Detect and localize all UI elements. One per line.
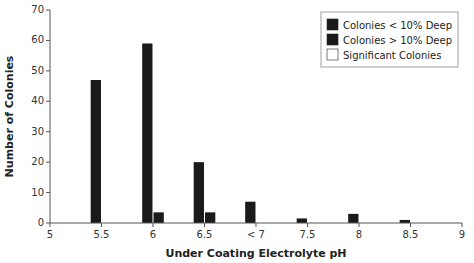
x-tick-label: 8.5: [403, 229, 419, 240]
y-tick: [46, 101, 50, 102]
y-tick-label: 70: [31, 4, 44, 15]
x-tick: [101, 223, 102, 227]
x-tick-label: 8: [356, 229, 362, 240]
x-tick-label: 5.5: [94, 229, 110, 240]
x-tick: [153, 223, 154, 227]
x-tick: [307, 223, 308, 227]
y-axis-line: [50, 10, 51, 223]
y-tick-label: 10: [31, 187, 44, 198]
x-tick: [462, 223, 463, 227]
x-tick: [204, 223, 205, 227]
x-tick: [410, 223, 411, 227]
legend: Colonies < 10% Deep Colonies > 10% Deep Si…: [321, 12, 458, 67]
y-tick-label: 20: [31, 156, 44, 167]
bars: [91, 43, 410, 223]
bar: [348, 214, 358, 223]
legend-swatch: [327, 19, 338, 30]
legend-label: Colonies < 10% Deep: [343, 20, 452, 31]
x-tick: [50, 223, 51, 227]
y-tick-label: 0: [38, 217, 44, 228]
x-tick: [359, 223, 360, 227]
y-tick: [46, 40, 50, 41]
x-tick-label: < 7: [247, 229, 265, 240]
bar: [297, 218, 307, 223]
y-tick: [46, 223, 50, 224]
bar: [142, 43, 152, 223]
y-tick: [46, 192, 50, 193]
legend-box: [321, 12, 458, 67]
y-axis-label: Number of Colonies: [3, 55, 16, 177]
y-tick: [46, 10, 50, 11]
x-tick: [256, 223, 257, 227]
chart: 0 10 20 30 40 50 60 70 5 5.5 6 6.5 < 7 7.5 8 8.5 9 Under …: [0, 0, 474, 263]
x-tick-label: 9: [459, 229, 465, 240]
y-tick-label: 50: [31, 65, 44, 76]
x-tick-label: 5: [47, 229, 53, 240]
legend-swatch: [327, 34, 338, 45]
y-tick-label: 60: [31, 34, 44, 45]
y-tick-label: 40: [31, 95, 44, 106]
legend-label: Colonies > 10% Deep: [343, 35, 452, 46]
bar: [154, 212, 164, 223]
bar: [245, 202, 255, 223]
y-axis: 0 10 20 30 40 50 60 70: [31, 4, 50, 228]
y-tick: [46, 131, 50, 132]
bar: [205, 212, 215, 223]
x-axis-line: [50, 223, 462, 224]
bar: [194, 162, 204, 223]
x-axis: 5 5.5 6 6.5 < 7 7.5 8 8.5 9: [47, 223, 465, 240]
x-tick-label: 6: [150, 229, 156, 240]
y-tick-label: 30: [31, 126, 44, 137]
y-tick: [46, 162, 50, 163]
x-tick-label: 6.5: [197, 229, 213, 240]
x-tick-label: 7.5: [300, 229, 316, 240]
x-axis-label: Under Coating Electrolyte pH: [165, 247, 346, 260]
bar: [91, 80, 101, 223]
y-tick: [46, 70, 50, 71]
legend-label: Significant Colonies: [343, 50, 441, 61]
legend-swatch: [327, 49, 338, 60]
